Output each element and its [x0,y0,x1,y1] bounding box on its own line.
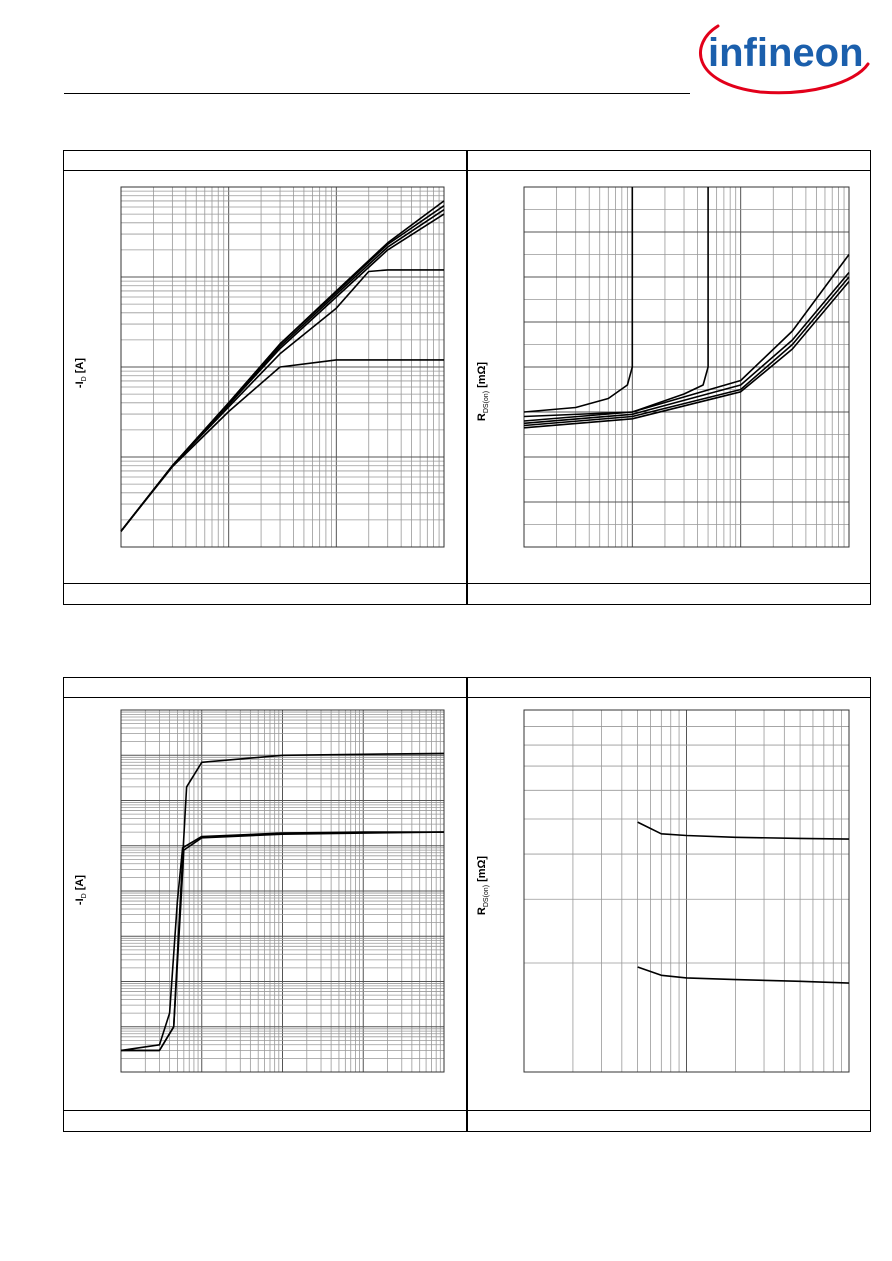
chart-2-series-4 [523,271,850,425]
panel-2-caption-bottom [467,583,870,604]
chart-4 [523,709,850,1073]
chart-3-plot-frame [120,709,445,1073]
panel-3-caption-top [64,678,467,698]
chart-2-ylabel: RDS(on) [mΩ] [475,361,491,422]
chart-4-plot-frame [523,709,850,1073]
chart-2-y-grid [524,186,849,548]
chart-4-x-grid [523,710,850,1072]
chart-1-ylabel: -ID [A] [73,357,89,389]
panel-3-caption-bottom [64,1110,467,1131]
chart-4-series-1 [637,821,850,840]
chart-1-y-grid [121,186,444,548]
chart-1-plot-frame [120,186,445,548]
chart-2-series-1 [523,187,634,413]
panel-1-caption-top [64,151,467,171]
chart-panel-4: RDS(on) [mΩ] [466,677,871,1132]
chart-1-series-2 [120,205,445,532]
logo-swoosh [699,24,870,95]
header-rule [64,93,690,94]
chart-2-series-5 [523,276,850,427]
chart-1-series-4 [120,213,445,532]
chart-1 [120,186,445,548]
infineon-logo: infineon [699,24,870,95]
chart-panel-1: -ID [A] [63,150,468,605]
chart-1-series-5 [120,269,444,532]
chart-2-plot-frame [523,186,850,548]
chart-4-ylabel: RDS(on) [mΩ] [475,855,491,916]
panel-1-caption-bottom [64,583,467,604]
chart-2-series-3 [523,254,850,422]
chart-panel-3: -ID [A] [63,677,468,1132]
chart-2-series-6 [523,280,850,429]
chart-panel-2: RDS(on) [mΩ] [466,150,871,605]
chart-1-series-6 [120,359,444,532]
chart-3-ylabel: -ID [A] [73,874,89,906]
logo-text: infineon [708,31,864,75]
chart-4-series-2 [637,966,850,984]
chart-3 [120,709,445,1073]
panel-4-caption-bottom [467,1110,870,1131]
chart-3-series-3 [120,831,444,1052]
chart-1-series-3 [120,209,445,532]
panel-2-caption-top [467,151,870,171]
panel-4-caption-top [467,678,870,698]
chart-3-series-2 [121,831,445,1052]
chart-2-series-2 [523,187,709,418]
chart-2 [523,186,850,548]
